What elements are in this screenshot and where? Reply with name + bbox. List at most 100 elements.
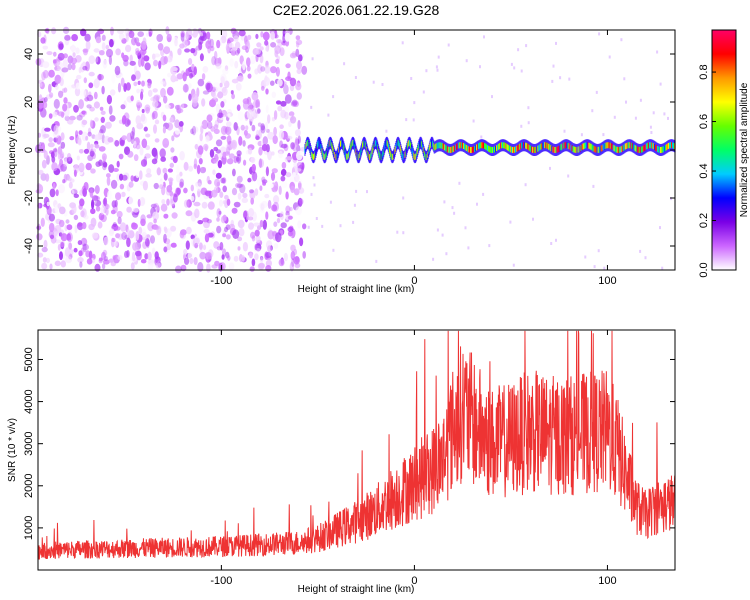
- noise-speck: [277, 39, 283, 48]
- noise-speck: [163, 213, 169, 219]
- noise-speck: [169, 162, 174, 168]
- noise-speck: [151, 247, 156, 256]
- noise-speck: [130, 95, 134, 102]
- signal-cell: [311, 153, 314, 160]
- signal-cell: [442, 143, 445, 150]
- signal-cell: [438, 142, 441, 149]
- noise-speck: [191, 28, 199, 38]
- noise-speck: [269, 183, 274, 188]
- noise-speck: [285, 172, 292, 178]
- signal-cell: [567, 142, 570, 149]
- noise-speck: [256, 42, 262, 48]
- signal-cell: [470, 147, 473, 153]
- faint-speck: [327, 113, 330, 117]
- noise-speck: [267, 114, 271, 124]
- signal-cell: [463, 143, 466, 150]
- noise-speck: [277, 105, 283, 112]
- noise-speck: [237, 192, 242, 200]
- noise-speck: [215, 139, 223, 147]
- faint-speck: [524, 183, 527, 187]
- noise-speck: [138, 226, 143, 235]
- noise-speck: [68, 242, 73, 250]
- signal-cell: [349, 146, 351, 153]
- signal-cell: [666, 144, 668, 151]
- signal-cell: [670, 142, 672, 149]
- noise-speck: [43, 239, 48, 249]
- noise-speck: [115, 233, 121, 239]
- noise-speck: [58, 90, 64, 99]
- noise-speck: [166, 86, 174, 96]
- noise-speck: [209, 45, 215, 52]
- signal-cell: [496, 145, 498, 152]
- noise-speck: [147, 82, 152, 89]
- noise-speck: [60, 241, 65, 248]
- noise-speck: [224, 194, 229, 200]
- noise-speck: [176, 187, 182, 195]
- noise-speck: [236, 156, 240, 162]
- signal-cell: [534, 147, 536, 153]
- noise-speck: [176, 108, 184, 114]
- noise-speck: [105, 204, 110, 210]
- noise-speck: [220, 177, 226, 184]
- noise-speck: [114, 226, 121, 231]
- noise-speck: [81, 110, 86, 115]
- noise-speck: [205, 252, 213, 260]
- faint-speck: [385, 129, 388, 133]
- signal-cell: [422, 147, 425, 154]
- noise-speck: [94, 263, 101, 272]
- faint-speck: [659, 226, 661, 230]
- noise-speck: [130, 175, 135, 182]
- noise-speck: [142, 180, 148, 191]
- signal-cell: [399, 142, 401, 149]
- signal-cell: [456, 143, 459, 150]
- noise-speck: [109, 115, 116, 122]
- signal-cell: [655, 145, 658, 152]
- noise-speck: [275, 58, 280, 64]
- signal-cell: [459, 142, 462, 149]
- noise-speck: [78, 130, 83, 136]
- noise-speck: [226, 121, 232, 127]
- signal-cell: [436, 142, 439, 149]
- noise-speck: [63, 158, 68, 167]
- noise-speck: [272, 135, 278, 145]
- noise-speck: [293, 188, 300, 196]
- noise-speck: [101, 160, 107, 171]
- noise-speck: [82, 188, 87, 197]
- faint-speck: [649, 125, 652, 129]
- signal-cell: [314, 151, 316, 157]
- noise-speck: [197, 145, 204, 155]
- noise-speck: [223, 80, 230, 89]
- noise-speck: [80, 237, 88, 247]
- signal-cell: [659, 147, 662, 153]
- signal-cell: [631, 143, 634, 150]
- noise-speck: [110, 26, 114, 36]
- noise-speck: [131, 222, 138, 230]
- noise-speck: [78, 162, 85, 173]
- noise-speck: [182, 72, 187, 82]
- noise-speck: [144, 62, 151, 71]
- faint-speck: [451, 206, 454, 210]
- noise-speck: [280, 100, 287, 107]
- noise-speck: [41, 159, 47, 169]
- noise-speck: [49, 234, 55, 240]
- noise-speck: [259, 46, 264, 51]
- noise-speck: [267, 199, 272, 209]
- noise-speck: [184, 257, 190, 265]
- noise-speck: [42, 101, 48, 109]
- noise-speck: [108, 105, 113, 115]
- noise-speck: [132, 242, 138, 251]
- heatmap-y-tick-label: -40: [23, 238, 35, 254]
- noise-speck: [194, 143, 199, 150]
- signal-cell: [476, 143, 479, 150]
- noise-speck: [224, 226, 229, 233]
- noise-speck: [131, 126, 136, 137]
- noise-speck: [71, 204, 77, 214]
- noise-speck: [162, 126, 166, 134]
- faint-speck: [405, 118, 408, 122]
- signal-cell: [495, 145, 497, 152]
- noise-speck: [196, 164, 201, 175]
- noise-speck: [297, 119, 301, 130]
- noise-speck: [80, 89, 87, 97]
- noise-speck: [287, 132, 292, 139]
- noise-speck: [83, 148, 90, 154]
